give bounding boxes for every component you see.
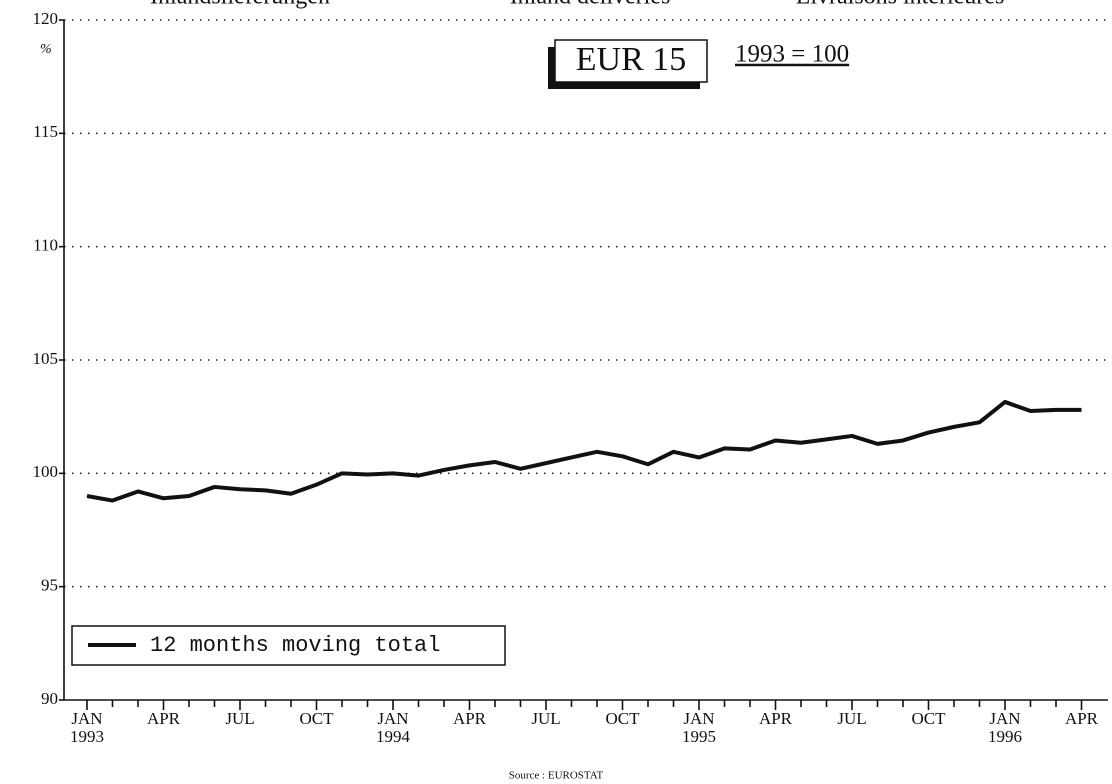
y-tick-label: 120 — [33, 9, 59, 28]
x-tick-label: JAN 1994 — [376, 709, 411, 746]
line-series — [86, 399, 1082, 503]
header-text: Inlandslieferungen — [150, 0, 330, 10]
title-box — [554, 39, 708, 83]
chart-subtitle: 1993 = 100 — [735, 41, 849, 68]
y-tick-label: 105 — [33, 349, 59, 368]
x-tick-label: APR — [147, 709, 181, 728]
x-tick-label: JUL — [531, 709, 560, 728]
legend-label: 12 months moving total — [150, 633, 440, 658]
x-tick-label: APR — [453, 709, 487, 728]
y-tick-label: 90 — [41, 689, 58, 708]
x-tick-label: JAN 1993 — [70, 709, 104, 746]
legend: 12 months moving total — [71, 625, 506, 666]
legend-box — [71, 625, 506, 666]
header: Inlandslieferungen Inland deliveries Liv… — [150, 0, 1004, 10]
source: Source : EUROSTAT — [509, 770, 604, 782]
x-tick-label: OCT — [912, 709, 947, 728]
x-tick-label: JUL — [837, 709, 866, 728]
y-tick-label: 95 — [41, 576, 58, 595]
x-tick-label: JUL — [225, 709, 254, 728]
y-axis-label: % — [40, 42, 52, 57]
header-text: Livraisons intérieures — [796, 0, 1005, 10]
header-text: Inland deliveries — [510, 0, 671, 10]
x-tick-label: APR — [1065, 709, 1099, 728]
x-tick-label: OCT — [606, 709, 641, 728]
chart-title: EUR 15 — [576, 41, 687, 78]
y-tick-label: 110 — [33, 236, 58, 255]
x-tick-label: JAN 1996 — [988, 709, 1022, 746]
x-tick-label: OCT — [300, 709, 335, 728]
x-tick-label: APR — [759, 709, 793, 728]
y-tick-label: 100 — [33, 462, 59, 481]
x-tick-label: JAN 1995 — [682, 709, 716, 746]
y-tick-label: 115 — [33, 122, 58, 141]
